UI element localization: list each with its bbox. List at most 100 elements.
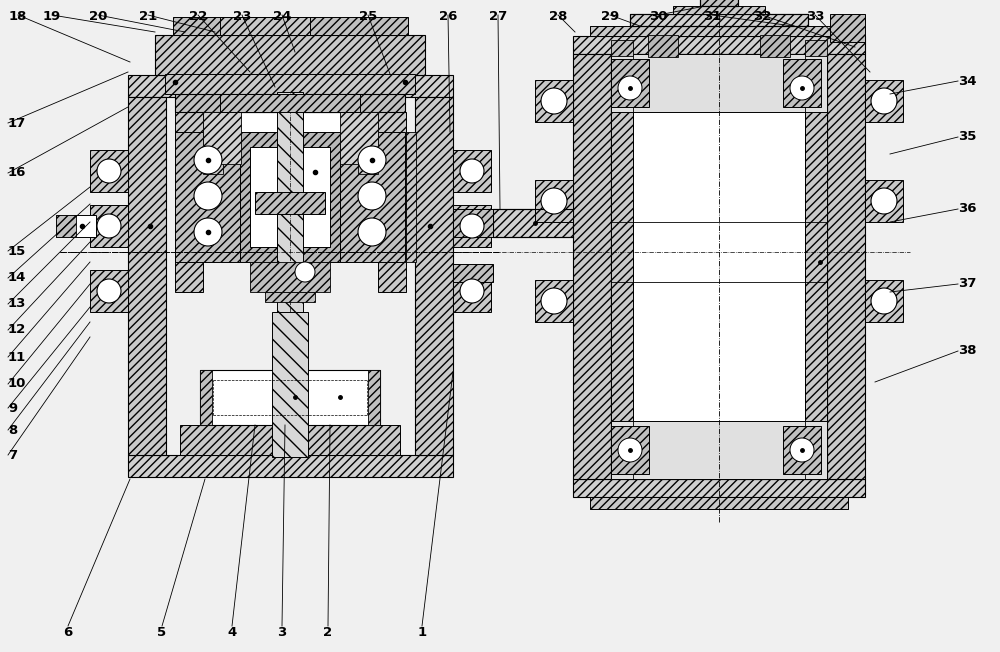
- Text: 15: 15: [8, 244, 26, 258]
- Bar: [453, 270, 491, 312]
- Bar: [673, 6, 765, 14]
- Circle shape: [97, 214, 121, 238]
- Text: 35: 35: [958, 130, 976, 143]
- Bar: [175, 132, 240, 262]
- Bar: [265, 292, 315, 302]
- Circle shape: [194, 182, 222, 210]
- Text: 24: 24: [273, 10, 291, 23]
- Text: 9: 9: [8, 402, 17, 415]
- Bar: [220, 94, 360, 112]
- Text: 12: 12: [8, 323, 26, 336]
- Bar: [453, 264, 493, 282]
- Bar: [90, 270, 128, 312]
- Text: 13: 13: [8, 297, 26, 310]
- Text: 29: 29: [601, 10, 619, 23]
- Bar: [573, 36, 865, 54]
- Bar: [783, 426, 821, 474]
- Text: 10: 10: [8, 377, 26, 390]
- Circle shape: [358, 146, 386, 174]
- Circle shape: [618, 76, 642, 100]
- Text: 3: 3: [277, 626, 287, 639]
- Text: 25: 25: [359, 10, 377, 23]
- Bar: [611, 40, 633, 56]
- Bar: [865, 80, 903, 122]
- Text: 34: 34: [958, 75, 976, 88]
- Text: 30: 30: [649, 10, 667, 23]
- Bar: [56, 215, 76, 237]
- Bar: [128, 97, 166, 455]
- Text: 8: 8: [8, 424, 17, 437]
- Text: 1: 1: [417, 626, 427, 639]
- Circle shape: [194, 218, 222, 246]
- Bar: [406, 132, 416, 262]
- Bar: [535, 80, 573, 122]
- Bar: [700, 0, 738, 6]
- Bar: [175, 112, 203, 292]
- Text: 14: 14: [8, 271, 26, 284]
- Bar: [56, 215, 96, 237]
- Bar: [340, 112, 378, 164]
- Text: 11: 11: [8, 351, 26, 364]
- Text: 28: 28: [549, 10, 567, 23]
- Bar: [203, 112, 223, 174]
- Text: 7: 7: [8, 449, 17, 462]
- Text: 6: 6: [63, 626, 73, 639]
- Circle shape: [460, 159, 484, 183]
- Bar: [827, 54, 865, 479]
- Bar: [358, 112, 378, 174]
- Bar: [830, 14, 865, 42]
- Bar: [648, 35, 678, 57]
- Bar: [378, 112, 406, 292]
- Bar: [250, 147, 330, 247]
- Bar: [805, 40, 827, 56]
- Circle shape: [97, 279, 121, 303]
- Bar: [203, 112, 378, 174]
- Bar: [630, 14, 808, 26]
- Text: 38: 38: [958, 344, 976, 357]
- Text: 26: 26: [439, 10, 457, 23]
- Bar: [453, 150, 491, 192]
- Bar: [590, 497, 848, 509]
- Circle shape: [460, 279, 484, 303]
- Bar: [700, 0, 738, 6]
- Bar: [203, 112, 241, 164]
- Circle shape: [194, 146, 222, 174]
- Circle shape: [790, 76, 814, 100]
- Circle shape: [295, 262, 315, 282]
- Bar: [573, 479, 865, 497]
- Bar: [611, 54, 827, 479]
- Bar: [90, 150, 128, 192]
- Circle shape: [358, 218, 386, 246]
- Bar: [611, 54, 633, 479]
- Bar: [453, 205, 491, 247]
- Bar: [783, 59, 821, 107]
- Bar: [368, 370, 380, 425]
- Bar: [255, 192, 325, 214]
- Bar: [272, 312, 308, 457]
- Bar: [865, 180, 903, 222]
- Bar: [590, 26, 848, 36]
- Bar: [535, 280, 573, 322]
- Text: 18: 18: [9, 10, 27, 23]
- Circle shape: [97, 159, 121, 183]
- Circle shape: [541, 88, 567, 114]
- Text: 31: 31: [703, 10, 721, 23]
- Bar: [175, 94, 405, 112]
- Circle shape: [460, 214, 484, 238]
- Text: 17: 17: [8, 117, 26, 130]
- Circle shape: [541, 288, 567, 314]
- Circle shape: [358, 182, 386, 210]
- Circle shape: [871, 188, 897, 214]
- Bar: [128, 75, 453, 97]
- Text: 36: 36: [958, 202, 976, 215]
- Bar: [240, 132, 340, 262]
- Bar: [90, 205, 128, 247]
- Text: 19: 19: [43, 10, 61, 23]
- Bar: [535, 180, 573, 222]
- Text: 21: 21: [139, 10, 157, 23]
- Bar: [865, 280, 903, 322]
- Text: 33: 33: [806, 10, 824, 23]
- Text: 23: 23: [233, 10, 251, 23]
- Bar: [611, 421, 827, 479]
- Circle shape: [871, 88, 897, 114]
